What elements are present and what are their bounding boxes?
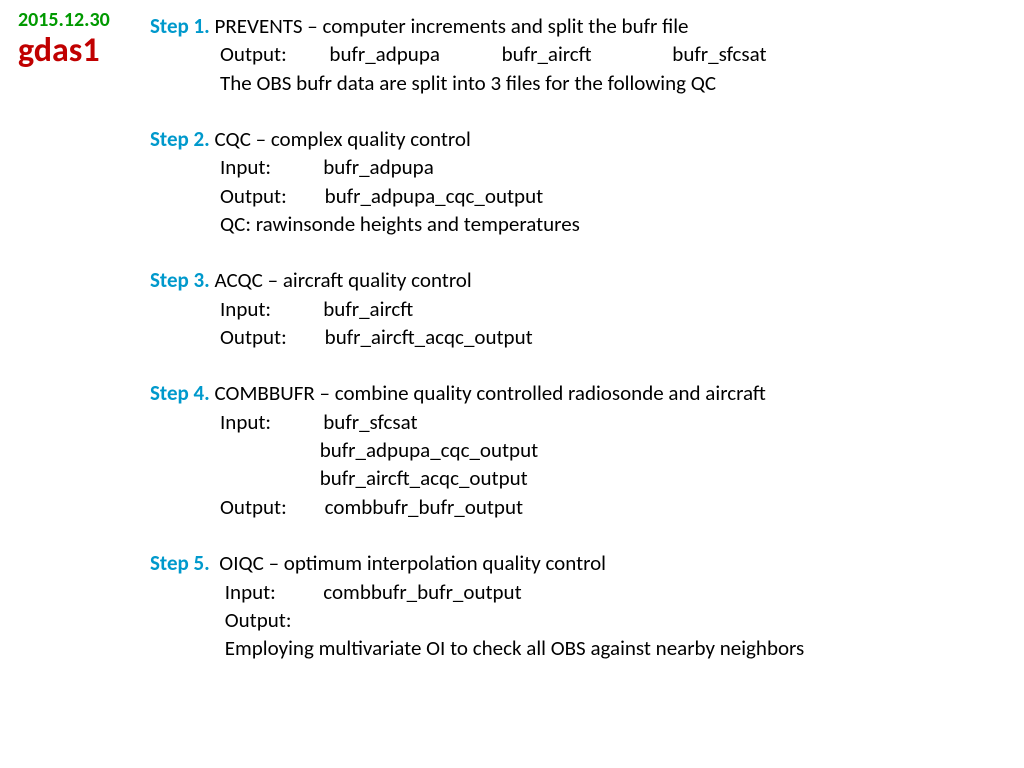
step-5: Step 5. OIQC – optimum interpolation qua… <box>150 549 1004 662</box>
step-4-input3: bufr_aircft_acqc_output <box>150 464 1004 492</box>
step-4: Step 4. COMBBUFR – combine quality contr… <box>150 379 1004 521</box>
step-5-label: Step 5. <box>150 550 219 576</box>
date-label: 2015.12.30 <box>18 8 110 32</box>
step-4-label: Step 4. <box>150 380 215 406</box>
step-1-title: PREVENTS – computer increments and split… <box>215 13 689 39</box>
step-2-output: Output: bufr_adpupa_cqc_output <box>150 182 1004 210</box>
step-2-qc: QC: rawinsonde heights and temperatures <box>150 210 1004 238</box>
step-3-input: Input: bufr_aircft <box>150 295 1004 323</box>
step-1-note: The OBS bufr data are split into 3 files… <box>150 69 1004 97</box>
step-5-note: Employing multivariate OI to check all O… <box>150 634 1004 662</box>
step-1-output: Output: bufr_adpupa bufr_aircft bufr_sfc… <box>150 40 1004 68</box>
step-5-input: Input: combbufr_bufr_output <box>150 578 1004 606</box>
steps-content: Step 1. PREVENTS – computer increments a… <box>150 12 1004 663</box>
step-2: Step 2. CQC – complex quality control In… <box>150 125 1004 238</box>
step-2-input: Input: bufr_adpupa <box>150 153 1004 181</box>
step-4-output: Output: combbufr_bufr_output <box>150 493 1004 521</box>
step-2-label: Step 2. <box>150 126 215 152</box>
page-title: gdas1 <box>18 30 100 71</box>
step-1: Step 1. PREVENTS – computer increments a… <box>150 12 1004 97</box>
step-4-input2: bufr_adpupa_cqc_output <box>150 436 1004 464</box>
step-4-title: COMBBUFR – combine quality controlled ra… <box>215 380 766 406</box>
step-5-output: Output: <box>150 606 1004 634</box>
step-3: Step 3. ACQC – aircraft quality control … <box>150 266 1004 351</box>
step-4-input1: Input: bufr_sfcsat <box>150 408 1004 436</box>
step-2-title: CQC – complex quality control <box>215 126 471 152</box>
step-5-title: OIQC – optimum interpolation quality con… <box>219 550 606 576</box>
step-3-output: Output: bufr_aircft_acqc_output <box>150 323 1004 351</box>
step-1-label: Step 1. <box>150 13 215 39</box>
step-3-title: ACQC – aircraft quality control <box>215 267 472 293</box>
step-3-label: Step 3. <box>150 267 215 293</box>
